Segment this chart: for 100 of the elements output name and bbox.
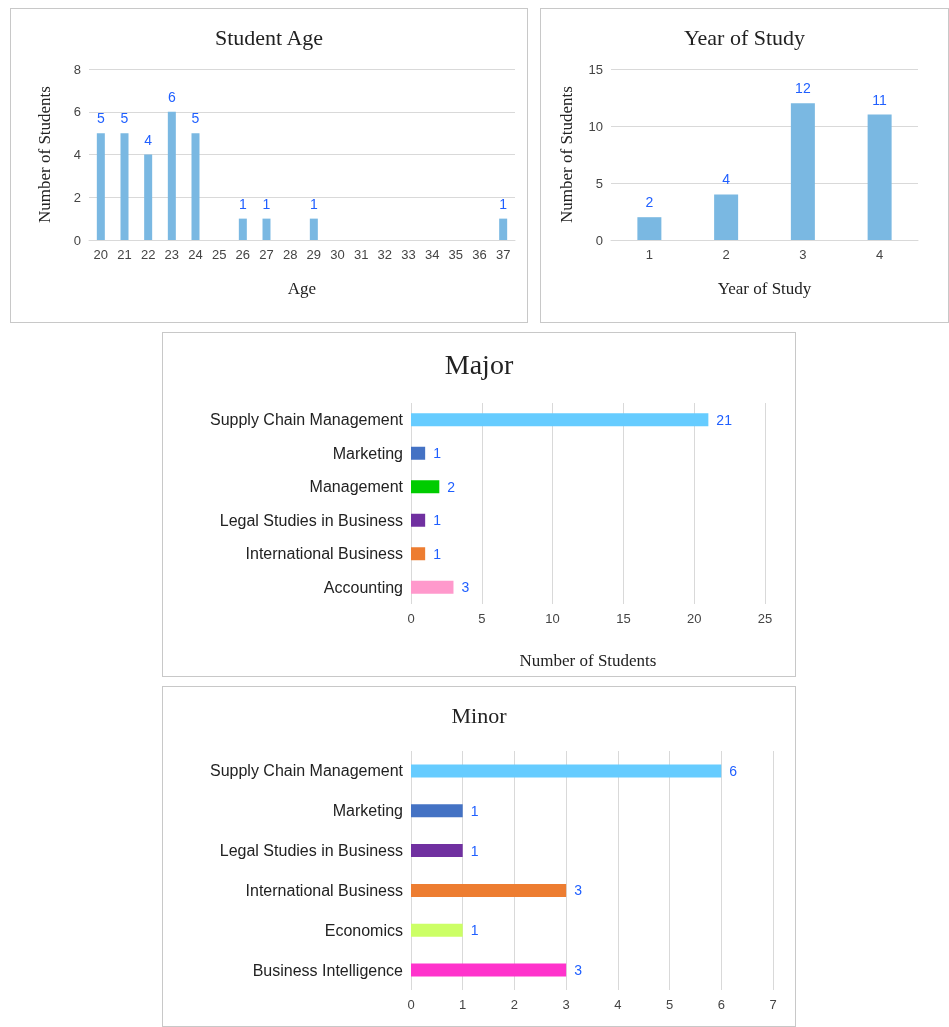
x-tick-label: 30: [330, 247, 345, 262]
bar: [411, 580, 454, 594]
chart-title: Major: [444, 348, 514, 380]
x-tick-label: 2: [510, 997, 519, 1012]
x-tick-label: 36: [472, 247, 487, 262]
y-axis-title: Number of Students: [35, 86, 54, 223]
data-label: 2: [447, 478, 456, 495]
x-tick-label: 1: [645, 247, 653, 262]
x-tick-label: 5: [478, 611, 486, 626]
data-label: 3: [574, 882, 583, 899]
data-label: 1: [470, 842, 479, 859]
chart-title: Minor: [451, 702, 508, 728]
bar: [411, 963, 567, 977]
data-label: 1: [470, 802, 479, 819]
x-tick-label: 23: [164, 247, 180, 262]
y-tick-label: 10: [588, 118, 603, 134]
data-label: 1: [433, 545, 442, 562]
x-tick-label: 34: [424, 247, 440, 262]
x-tick-label: 3: [799, 247, 807, 262]
y-tick-label: International Business: [245, 881, 403, 899]
y-tick-label: Legal Studies in Business: [219, 842, 403, 860]
y-tick-label: Supply Chain Management: [209, 762, 404, 780]
x-tick-label: 20: [93, 247, 109, 262]
bar: [790, 103, 815, 240]
x-tick-label: 0: [407, 611, 415, 626]
y-tick-label: Legal Studies in Business: [219, 511, 403, 529]
bar: [96, 133, 105, 240]
y-tick-label: Supply Chain Management: [209, 411, 404, 429]
data-label: 2: [645, 194, 654, 211]
x-tick-label: 1: [459, 997, 467, 1012]
y-tick-label: 5: [595, 175, 603, 191]
x-tick-label: 10: [545, 611, 560, 626]
x-tick-label: 3: [562, 997, 570, 1012]
x-tick-label: 24: [188, 247, 203, 262]
x-tick-label: 28: [282, 247, 298, 262]
x-tick-label: 27: [259, 247, 274, 262]
y-tick-label: 4: [73, 147, 81, 162]
y-tick-label: Marketing: [332, 444, 403, 462]
bar: [411, 883, 567, 897]
bar: [411, 804, 463, 818]
bar: [411, 480, 440, 494]
x-tick-label: 20: [686, 611, 702, 626]
data-label: 1: [309, 195, 318, 212]
data-label: 6: [167, 88, 176, 105]
bar: [714, 194, 739, 240]
bar: [411, 446, 426, 460]
data-label: 1: [470, 922, 479, 939]
x-tick-label: 29: [306, 247, 322, 262]
bar: [309, 218, 318, 240]
y-tick-label: 8: [73, 61, 81, 77]
bar: [637, 217, 662, 240]
x-tick-label: 7: [769, 997, 777, 1012]
x-tick-label: 21: [117, 247, 132, 262]
bar: [411, 844, 463, 858]
x-tick-label: 26: [235, 247, 251, 262]
x-tick-label: 15: [616, 611, 631, 626]
bar: [411, 513, 426, 527]
x-tick-label: 5: [665, 997, 674, 1012]
data-label: 1: [433, 445, 442, 462]
data-label: 3: [574, 962, 583, 979]
y-axis-title: Number of Students: [557, 86, 576, 223]
x-tick-label: 33: [401, 247, 416, 262]
bar: [144, 154, 153, 240]
bar: [120, 133, 129, 240]
y-tick-label: 15: [588, 61, 603, 77]
data-label: 4: [722, 171, 731, 188]
bar: [499, 218, 508, 240]
x-tick-label: 4: [876, 247, 884, 262]
y-tick-label: 0: [595, 232, 603, 248]
bar: [411, 413, 709, 427]
y-tick-label: 2: [73, 189, 81, 205]
data-label: 1: [262, 195, 271, 212]
bar: [411, 547, 426, 561]
data-label: 5: [191, 110, 200, 127]
x-tick-label: 25: [211, 247, 227, 262]
data-label: 11: [872, 91, 888, 108]
bar: [411, 764, 722, 778]
data-label: 3: [461, 579, 470, 596]
chart-title: Student Age: [214, 24, 324, 50]
x-tick-label: 22: [140, 247, 156, 262]
bar: [167, 111, 176, 240]
bar: [867, 114, 892, 240]
data-label: 1: [499, 195, 508, 212]
chart-title: Year of Study: [683, 24, 806, 50]
x-axis-title: Year of Study: [717, 279, 812, 298]
data-label: 21: [716, 411, 733, 428]
x-tick-label: 6: [717, 997, 725, 1012]
bar: [238, 218, 247, 240]
y-tick-label: Management: [309, 478, 404, 496]
data-label: 6: [729, 762, 738, 779]
bar: [411, 923, 463, 937]
y-tick-label: 6: [73, 104, 81, 120]
y-tick-label: 0: [73, 232, 81, 248]
y-tick-label: Economics: [324, 921, 403, 939]
data-label: 1: [433, 512, 442, 529]
data-label: 5: [96, 110, 105, 127]
x-tick-label: 4: [614, 997, 622, 1012]
x-tick-label: 35: [448, 247, 464, 262]
x-axis-title: Number of Students: [519, 651, 657, 670]
x-tick-label: 32: [377, 247, 393, 262]
